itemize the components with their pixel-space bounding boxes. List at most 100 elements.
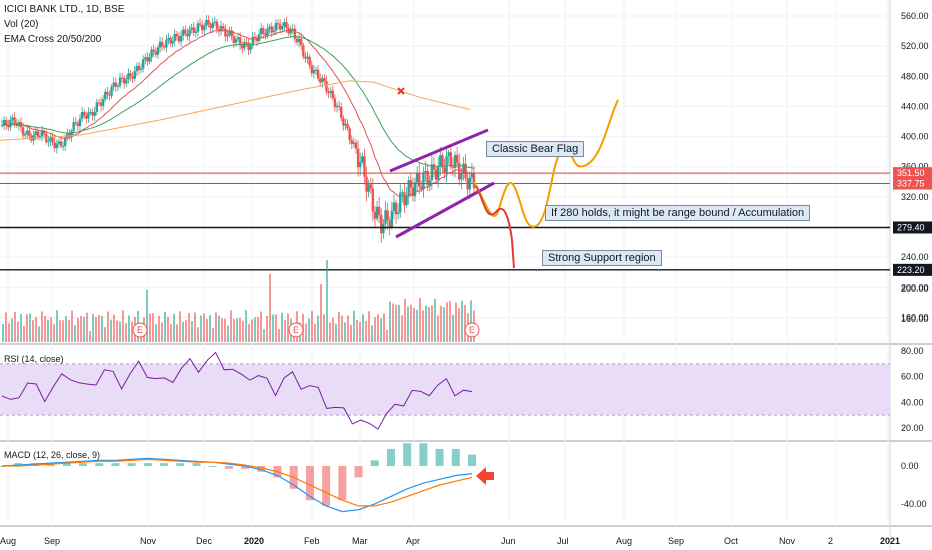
- candle-body: [276, 23, 280, 25]
- candle-body: [45, 133, 48, 143]
- level-price-tag: [893, 221, 932, 234]
- candle-body: [266, 28, 269, 36]
- volume-bar: [14, 312, 16, 342]
- volume-bar: [161, 322, 163, 342]
- candle-body: [175, 33, 179, 37]
- volume-bar: [362, 314, 364, 342]
- price-tick-label: 440.00: [901, 101, 929, 111]
- x-tick-label: Jul: [557, 536, 569, 546]
- candle-body: [139, 68, 143, 70]
- volume-bar: [26, 314, 28, 342]
- candle-body: [384, 210, 387, 224]
- candle-body: [23, 133, 27, 136]
- volume-bar: [446, 302, 448, 342]
- candle-body: [80, 112, 84, 119]
- volume-bar: [215, 312, 217, 342]
- candle-body: [167, 37, 170, 40]
- candle-body: [399, 192, 402, 213]
- candle-body: [236, 37, 240, 40]
- candle-body: [462, 163, 465, 173]
- candle-body: [316, 69, 320, 79]
- volume-bar: [218, 315, 220, 342]
- candle-body: [234, 39, 238, 43]
- candle-body: [28, 130, 31, 137]
- volume-bar: [305, 323, 307, 342]
- candle-body: [87, 112, 90, 119]
- support-annotation[interactable]: Strong Support region: [542, 250, 662, 266]
- candle-body: [200, 24, 204, 31]
- candle-body: [293, 28, 297, 39]
- macd-histogram-bar: [176, 463, 185, 466]
- volume-bar: [209, 315, 211, 342]
- volume-bar: [248, 323, 250, 342]
- volume-bar: [260, 311, 262, 342]
- volume-bar: [176, 324, 178, 342]
- volume-tick-label: 200.00: [901, 284, 929, 294]
- macd-histogram-bar: [435, 448, 444, 466]
- x-tick-label: Aug: [616, 536, 632, 546]
- price-tick-label: 360.00: [901, 162, 929, 172]
- x-tick-label: 2021: [880, 536, 900, 546]
- candle-body: [198, 23, 202, 25]
- volume-bar: [254, 317, 256, 342]
- candle-body: [241, 45, 244, 49]
- candle-body: [361, 156, 364, 162]
- candle-body: [97, 102, 101, 104]
- candle-body: [348, 128, 351, 141]
- bear-flag-annotation[interactable]: Classic Bear Flag: [486, 141, 585, 157]
- macd-histogram-bar: [419, 443, 428, 466]
- candle-body: [110, 86, 113, 96]
- candle-body: [226, 34, 229, 37]
- candle-body: [144, 57, 147, 60]
- volume-bar: [392, 303, 394, 342]
- candle-body: [57, 141, 61, 144]
- candle-body: [213, 21, 217, 23]
- macd-histogram-bar: [354, 466, 363, 478]
- volume-bar: [272, 314, 274, 342]
- candle-body: [163, 46, 166, 48]
- candle-body: [281, 26, 284, 30]
- candle-body: [101, 99, 105, 106]
- candle-body: [129, 73, 132, 77]
- candle-body: [99, 102, 103, 106]
- candle-body: [306, 56, 309, 59]
- volume-bar: [311, 311, 313, 342]
- volume-bar: [389, 301, 391, 342]
- candle-body: [146, 57, 149, 62]
- volume-bar: [239, 317, 241, 342]
- volume-bar: [5, 312, 7, 342]
- volume-bar: [158, 315, 160, 342]
- candle-body: [346, 123, 349, 129]
- volume-bar: [212, 328, 214, 342]
- rsi-line: [1, 351, 473, 430]
- candle-body: [333, 98, 337, 108]
- candle-body: [156, 47, 160, 55]
- volume-bar: [413, 307, 415, 342]
- range-bound-annotation[interactable]: If 280 holds, it might be range bound / …: [545, 205, 811, 221]
- candle-body: [441, 155, 444, 168]
- candle-body: [118, 77, 122, 86]
- earnings-marker: [288, 322, 304, 338]
- candle-body: [411, 187, 415, 197]
- volume-bar: [470, 300, 472, 342]
- volume-bar: [122, 310, 124, 342]
- volume-bar: [443, 307, 445, 342]
- macd-histogram-bar: [370, 460, 379, 466]
- candle-body: [380, 215, 383, 234]
- price-tick-label: 520.00: [901, 41, 929, 51]
- candle-body: [47, 140, 50, 143]
- candle-body: [312, 70, 316, 74]
- candle-body: [472, 172, 476, 189]
- macd-histogram-bar: [160, 463, 169, 466]
- volume-bar: [368, 311, 370, 342]
- candle-body: [40, 131, 44, 137]
- candle-body: [247, 42, 250, 50]
- x-tick-label: 2: [828, 536, 833, 546]
- candle-body: [405, 196, 408, 206]
- level-price-label: 351.50: [897, 168, 925, 178]
- earnings-marker-label: E: [293, 325, 299, 335]
- volume-bar: [47, 319, 49, 342]
- macd-histogram-bar: [224, 466, 233, 469]
- candle-body: [426, 170, 429, 186]
